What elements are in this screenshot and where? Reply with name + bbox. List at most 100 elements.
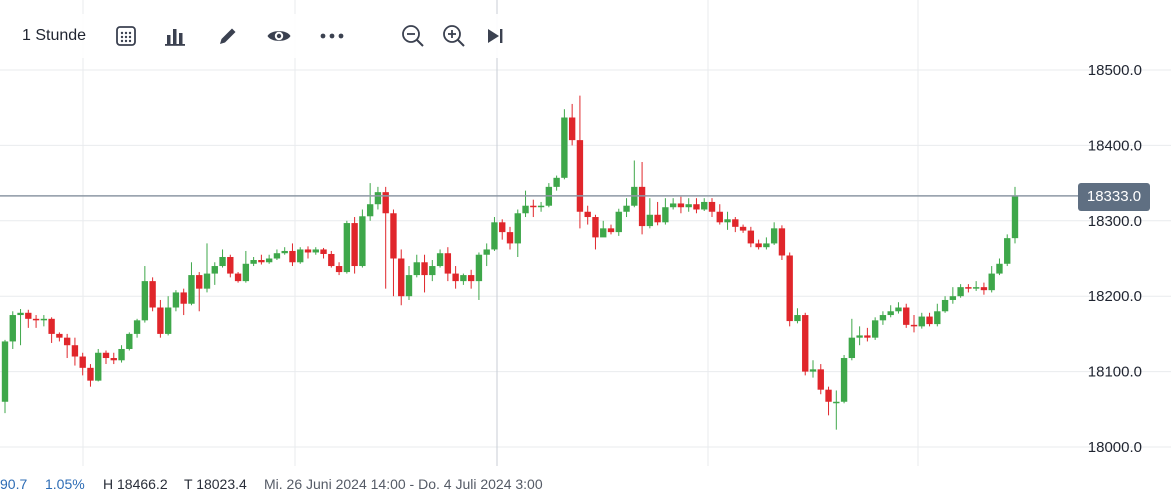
interval-selector[interactable]: 1 Stunde <box>22 27 87 44</box>
candle <box>576 95 584 229</box>
candle <box>871 317 879 340</box>
candle <box>817 364 824 395</box>
candle-body <box>79 356 86 368</box>
zoom-in-icon[interactable] <box>442 22 466 50</box>
candle-body <box>638 186 646 227</box>
candle <box>227 254 234 278</box>
candle-body <box>141 281 149 321</box>
candle <box>825 386 832 416</box>
candle-body <box>118 348 125 361</box>
candle-body <box>421 262 428 276</box>
candle <box>669 198 677 210</box>
candle-body <box>996 263 1003 274</box>
candle-body <box>584 211 591 218</box>
candle-body <box>1 341 9 402</box>
candle-body <box>677 203 685 208</box>
candle <box>584 205 591 225</box>
candle-body <box>941 299 949 312</box>
candle <box>522 190 529 218</box>
candle-body <box>965 287 972 289</box>
candle-body <box>133 320 141 334</box>
candle <box>980 282 988 295</box>
candle-body <box>669 203 677 208</box>
y-tick-label: 18200.0 <box>1088 288 1142 305</box>
candle <box>934 303 941 327</box>
candle <box>382 186 389 289</box>
candle-body <box>910 324 918 327</box>
candle-body <box>949 296 957 300</box>
candle-body <box>1011 195 1019 239</box>
candle <box>79 352 86 376</box>
candle <box>514 209 521 257</box>
candle <box>840 355 848 404</box>
more-icon[interactable] <box>318 22 346 50</box>
candle-body <box>17 312 24 316</box>
candle-body <box>297 249 304 263</box>
candle <box>95 348 102 382</box>
candle <box>926 312 933 327</box>
candle-body <box>328 253 335 267</box>
candle-body <box>879 315 887 321</box>
candle-body <box>918 316 925 327</box>
pencil-icon[interactable] <box>216 22 240 50</box>
candle <box>172 290 180 312</box>
candle-body <box>786 255 793 322</box>
candle <box>903 303 910 328</box>
skip-to-end-icon[interactable] <box>484 22 506 50</box>
candle-body <box>40 318 48 321</box>
candle-body <box>382 192 389 214</box>
candle-body <box>429 266 436 276</box>
candle-body <box>817 369 824 390</box>
candle <box>102 350 110 365</box>
candle-body <box>149 281 156 308</box>
candle-body <box>71 345 79 357</box>
candle <box>63 333 71 359</box>
candle <box>281 247 288 255</box>
candle-body <box>988 273 995 291</box>
candle <box>444 247 452 282</box>
candle-body <box>701 201 708 210</box>
candle <box>537 201 545 212</box>
candle <box>304 246 312 259</box>
candle <box>71 337 79 366</box>
candle <box>654 201 661 226</box>
candle-body <box>553 177 560 187</box>
candle-body <box>250 260 257 264</box>
candle-body <box>685 204 692 208</box>
candle-body <box>467 275 475 282</box>
candle-body <box>934 311 941 325</box>
candle <box>164 296 172 336</box>
candle <box>374 186 382 210</box>
candle-body <box>755 243 762 248</box>
candle <box>460 273 467 285</box>
candle-body <box>871 320 879 338</box>
candle-body <box>32 318 40 321</box>
candle <box>211 262 218 285</box>
y-tick-label: 18400.0 <box>1088 137 1142 154</box>
y-tick-label: 18500.0 <box>1088 62 1142 79</box>
candle-body <box>390 213 397 259</box>
grid-icon[interactable] <box>114 22 138 50</box>
candle <box>615 208 622 236</box>
candle <box>203 243 211 293</box>
candle-body <box>304 249 312 253</box>
candle <box>273 249 281 261</box>
candle-body <box>110 358 117 361</box>
candle <box>949 287 957 304</box>
candle <box>600 220 607 238</box>
candle <box>499 219 506 240</box>
candle-body <box>833 401 840 404</box>
candle <box>258 254 265 265</box>
candle-body <box>180 292 187 304</box>
candle-body <box>289 250 296 263</box>
candle-body <box>157 307 164 334</box>
candle-body <box>856 335 863 338</box>
candle <box>988 266 995 293</box>
candle <box>530 199 537 218</box>
bar-chart-icon[interactable] <box>163 22 187 50</box>
zoom-out-icon[interactable] <box>401 22 425 50</box>
eye-icon[interactable] <box>265 22 293 50</box>
change-percent: 1.05% <box>45 476 85 492</box>
candle <box>366 183 374 221</box>
